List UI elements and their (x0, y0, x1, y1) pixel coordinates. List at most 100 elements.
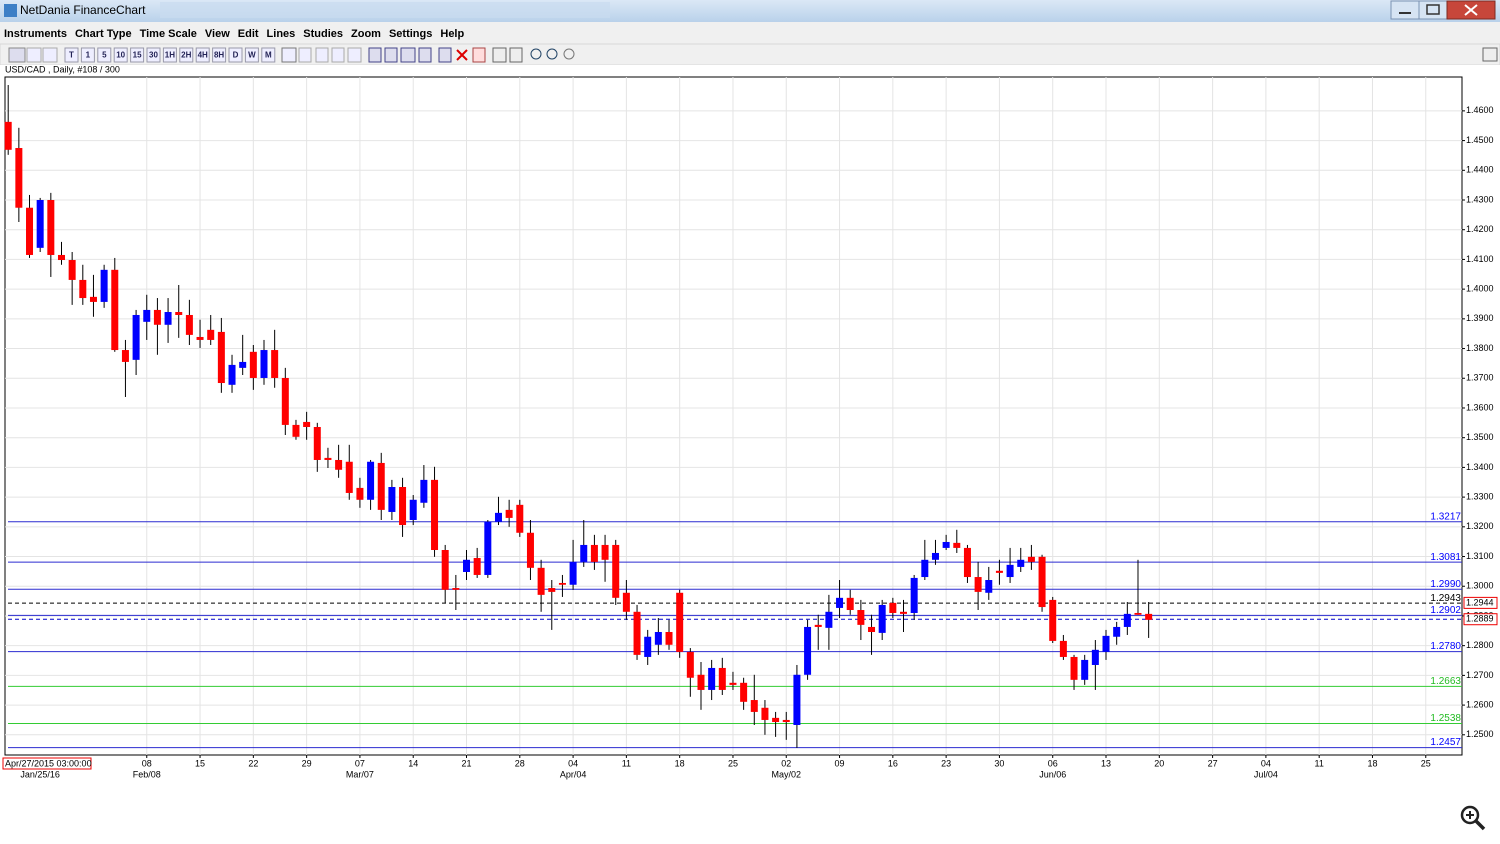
candle-body (441, 549, 449, 590)
menu-item[interactable]: Settings (389, 28, 432, 40)
timeframe-label: 30 (149, 51, 158, 60)
timeframe-button[interactable] (64, 47, 79, 63)
x-tick-label: 28 (515, 758, 525, 768)
x-tick-label: 11 (622, 758, 631, 768)
menu-item[interactable]: Help (440, 28, 464, 40)
x-tick-label: 29 (302, 758, 312, 768)
x-tick-label: 30 (994, 758, 1004, 768)
timeframe-button[interactable] (228, 47, 243, 63)
candle-body (612, 544, 620, 598)
candle-body (420, 479, 428, 503)
x-tick-label: 11 (1315, 758, 1324, 768)
candle-body (324, 457, 332, 460)
timeframe-button[interactable] (212, 47, 227, 63)
candle-body (1059, 640, 1067, 657)
candle-body (953, 542, 961, 548)
candle-body (526, 532, 534, 568)
candle-body (793, 674, 801, 725)
x-tick-label: 25 (728, 758, 738, 768)
x-tick-label: 22 (248, 758, 258, 768)
timeframe-label: T (69, 51, 74, 60)
candle-body (697, 674, 705, 690)
menu-item[interactable]: Instruments (4, 28, 67, 40)
y-tick-label: 1.3400 (1466, 462, 1494, 472)
candle-body (47, 200, 55, 255)
menu-item[interactable]: Zoom (351, 28, 381, 40)
x-month-label: Mar/07 (346, 769, 374, 779)
y-tick-label: 1.3600 (1466, 402, 1494, 412)
timeframe-button[interactable] (162, 47, 177, 63)
y-tick-label: 1.3800 (1466, 343, 1494, 353)
price-marker-box (1463, 613, 1498, 626)
x-month-label: Feb/08 (133, 769, 161, 779)
timeframe-button[interactable] (130, 47, 145, 63)
candle-body (665, 631, 673, 645)
y-tick-label: 1.3000 (1466, 581, 1494, 591)
timeframe-label: D (233, 51, 239, 60)
timeframe-button[interactable] (261, 47, 276, 63)
timeframe-button[interactable] (146, 47, 161, 63)
y-tick-label: 1.4400 (1466, 165, 1494, 175)
candle-body (367, 461, 375, 500)
y-tick-label: 1.4000 (1466, 284, 1494, 294)
y-tick-label: 1.2500 (1466, 729, 1494, 739)
footer (0, 785, 1500, 844)
candle-body (36, 200, 44, 248)
candle-body (207, 329, 215, 340)
candle-body (580, 544, 588, 562)
timeframe-label: 1 (86, 51, 91, 60)
y-tick-label: 1.2600 (1466, 699, 1494, 709)
candle-body (399, 487, 407, 526)
candle-body (303, 421, 311, 427)
y-tick-label: 1.4300 (1466, 194, 1494, 204)
x-tick-label: 15 (195, 758, 205, 768)
x-tick-label: 07 (355, 758, 365, 768)
menu-item[interactable]: Studies (303, 28, 343, 40)
candle-body (4, 121, 12, 150)
candle-body (281, 377, 289, 425)
candle-body (633, 611, 641, 655)
zoom-icon[interactable] (1460, 805, 1486, 831)
candle-body (654, 631, 662, 645)
price-marker-box (1463, 596, 1498, 609)
candle-body (857, 610, 865, 625)
candle-body (931, 552, 939, 560)
timeframe-button[interactable] (80, 47, 95, 63)
menu-item[interactable]: Lines (267, 28, 296, 40)
minimize-button[interactable] (1390, 0, 1420, 20)
timeframe-button[interactable] (179, 47, 194, 63)
window-title: NetDania FinanceChart (20, 3, 146, 17)
x-tick-label: 09 (835, 758, 845, 768)
candle-body (335, 459, 343, 470)
candle-body (804, 626, 812, 675)
cursor-time-box (2, 757, 92, 770)
candle-body (164, 312, 172, 325)
menu-item[interactable]: Edit (238, 28, 259, 40)
x-tick-label: 04 (568, 758, 578, 768)
candle-body (356, 487, 364, 500)
candle-body (1038, 556, 1046, 608)
candle-body (814, 624, 822, 627)
x-tick-label: 18 (1367, 758, 1377, 768)
x-tick-label: 04 (1261, 758, 1271, 768)
y-tick-label: 1.3200 (1466, 521, 1494, 531)
candle-body (175, 312, 183, 315)
timeframe-button[interactable] (113, 47, 128, 63)
candle-body (431, 479, 439, 550)
timeframe-button[interactable] (97, 47, 112, 63)
menu-item[interactable]: Chart Type (75, 28, 132, 40)
timeframe-button[interactable] (195, 47, 210, 63)
candle-body (825, 611, 833, 628)
level-label: 1.2943 (1430, 593, 1461, 604)
candle-body (271, 350, 279, 378)
candle-body (196, 336, 204, 340)
candle-body (516, 504, 524, 533)
maximize-button[interactable] (1418, 0, 1448, 20)
candle-body (718, 667, 726, 690)
candle-body (900, 611, 908, 614)
timeframe-button[interactable] (244, 47, 259, 63)
candle-body (15, 148, 23, 208)
menu-item[interactable]: View (205, 28, 230, 40)
menu-item[interactable]: Time Scale (140, 28, 197, 40)
